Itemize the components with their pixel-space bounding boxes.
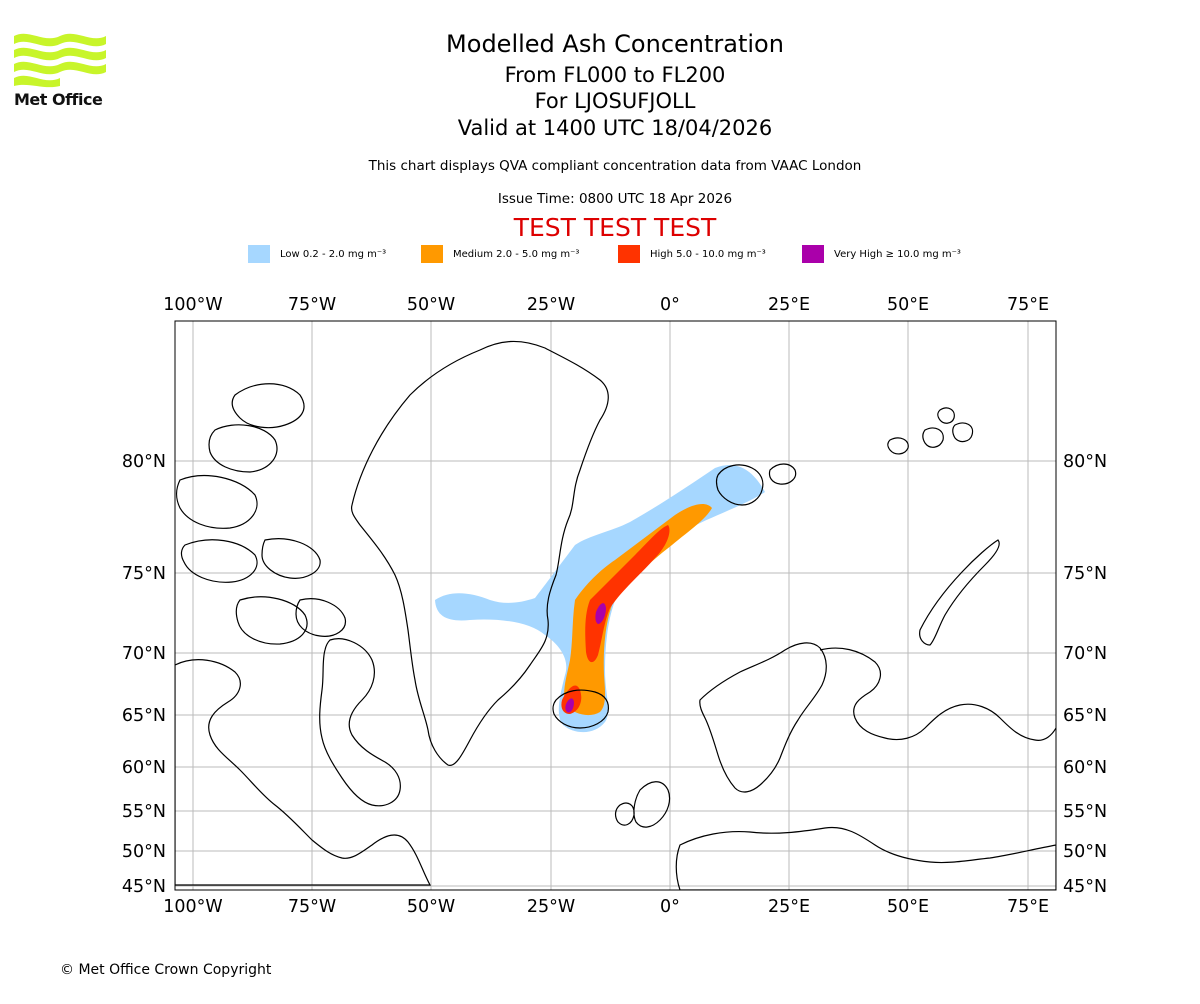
issue-time: Issue Time: 0800 UTC 18 Apr 2026 xyxy=(497,191,733,207)
lat-tick-left: 50°N xyxy=(122,842,166,862)
met-office-logo: Met Office xyxy=(14,30,114,112)
lon-tick-top: 100°W xyxy=(163,295,222,315)
lon-tick-top: 50°W xyxy=(407,295,455,315)
ash-medium-area xyxy=(564,504,712,716)
lat-tick-left: 70°N xyxy=(122,644,166,664)
lon-tick-top: 25°W xyxy=(527,295,575,315)
lat-tick-left: 80°N xyxy=(122,452,166,472)
test-banner: TEST TEST TEST xyxy=(513,213,717,242)
lon-tick-top: 50°E xyxy=(887,295,929,315)
lat-tick-left: 45°N xyxy=(122,877,166,897)
volcano-name: For LJOSUFJOLL xyxy=(534,89,696,113)
met-office-wave-icon xyxy=(14,33,106,88)
lon-tick-top: 75°W xyxy=(288,295,336,315)
canadian-arctic-coast xyxy=(176,383,346,645)
coastlines xyxy=(175,340,1056,890)
legend-low: Low 0.2 - 2.0 mg m⁻³ xyxy=(248,244,386,264)
legend-medium-swatch xyxy=(421,245,443,263)
valid-time: Valid at 1400 UTC 18/04/2026 xyxy=(457,116,773,140)
lon-tick-bottom: 25°E xyxy=(768,897,810,917)
greenland-coast xyxy=(350,340,609,766)
lat-ticks-left: 80°N 75°N 70°N 65°N 60°N 55°N 50°N 45°N xyxy=(122,452,166,897)
legend-very-high: Very High ≥ 10.0 mg m⁻³ xyxy=(802,244,961,264)
lat-tick-right: 60°N xyxy=(1063,758,1107,778)
north-america-coast xyxy=(175,638,431,886)
europe-coast xyxy=(614,642,1056,890)
lon-tick-bottom: 50°E xyxy=(887,897,929,917)
legend-medium-label: Medium 2.0 - 5.0 mg m⁻³ xyxy=(453,248,580,260)
copyright-notice: © Met Office Crown Copyright xyxy=(60,962,272,978)
lon-tick-bottom: 0° xyxy=(660,897,680,917)
legend-very-high-label: Very High ≥ 10.0 mg m⁻³ xyxy=(834,248,961,260)
lon-tick-top: 75°E xyxy=(1007,295,1049,315)
lat-ticks-right: 80°N 75°N 70°N 65°N 60°N 55°N 50°N 45°N xyxy=(1063,452,1107,897)
lat-tick-right: 45°N xyxy=(1063,877,1107,897)
legend-high: High 5.0 - 10.0 mg m⁻³ xyxy=(618,244,766,264)
legend-low-swatch xyxy=(248,245,270,263)
lon-ticks-top: 100°W 75°W 50°W 25°W 0° 25°E 50°E 75°E xyxy=(163,295,1049,315)
novaya-zemlya-coast xyxy=(919,539,1000,646)
lat-tick-left: 55°N xyxy=(122,802,166,822)
lat-tick-left: 75°N xyxy=(122,564,166,584)
legend-high-label: High 5.0 - 10.0 mg m⁻³ xyxy=(650,248,766,260)
iceland-coast xyxy=(552,689,610,729)
legend-very-high-swatch xyxy=(802,245,824,263)
ash-high-area xyxy=(561,525,670,714)
chart-title: Modelled Ash Concentration xyxy=(446,30,784,58)
lat-tick-right: 75°N xyxy=(1063,564,1107,584)
legend-low-label: Low 0.2 - 2.0 mg m⁻³ xyxy=(280,248,387,260)
lon-tick-top: 25°E xyxy=(768,295,810,315)
graticule xyxy=(175,321,1056,890)
chart-description: This chart displays QVA compliant concen… xyxy=(368,158,862,174)
lat-tick-right: 50°N xyxy=(1063,842,1107,862)
lat-tick-right: 70°N xyxy=(1063,644,1107,664)
map-frame xyxy=(174,320,1057,891)
flight-level-range: From FL000 to FL200 xyxy=(504,63,726,87)
legend-high-swatch xyxy=(618,245,640,263)
svalbard-coast xyxy=(715,463,797,506)
lon-tick-bottom: 75°W xyxy=(288,897,336,917)
legend-medium: Medium 2.0 - 5.0 mg m⁻³ xyxy=(421,244,579,264)
lon-tick-bottom: 75°E xyxy=(1007,897,1049,917)
lat-tick-left: 65°N xyxy=(122,706,166,726)
lon-tick-bottom: 100°W xyxy=(163,897,222,917)
lon-tick-bottom: 25°W xyxy=(527,897,575,917)
lon-tick-bottom: 50°W xyxy=(407,897,455,917)
lat-tick-right: 80°N xyxy=(1063,452,1107,472)
lon-tick-top: 0° xyxy=(660,295,680,315)
ash-very-high-area xyxy=(565,603,606,713)
logo-text: Met Office xyxy=(14,90,103,109)
lat-tick-left: 60°N xyxy=(122,758,166,778)
lon-ticks-bottom: 100°W 75°W 50°W 25°W 0° 25°E 50°E 75°E xyxy=(163,897,1049,917)
lat-tick-right: 55°N xyxy=(1063,802,1107,822)
lat-tick-right: 65°N xyxy=(1063,706,1107,726)
franz-josef-coast xyxy=(887,407,974,455)
